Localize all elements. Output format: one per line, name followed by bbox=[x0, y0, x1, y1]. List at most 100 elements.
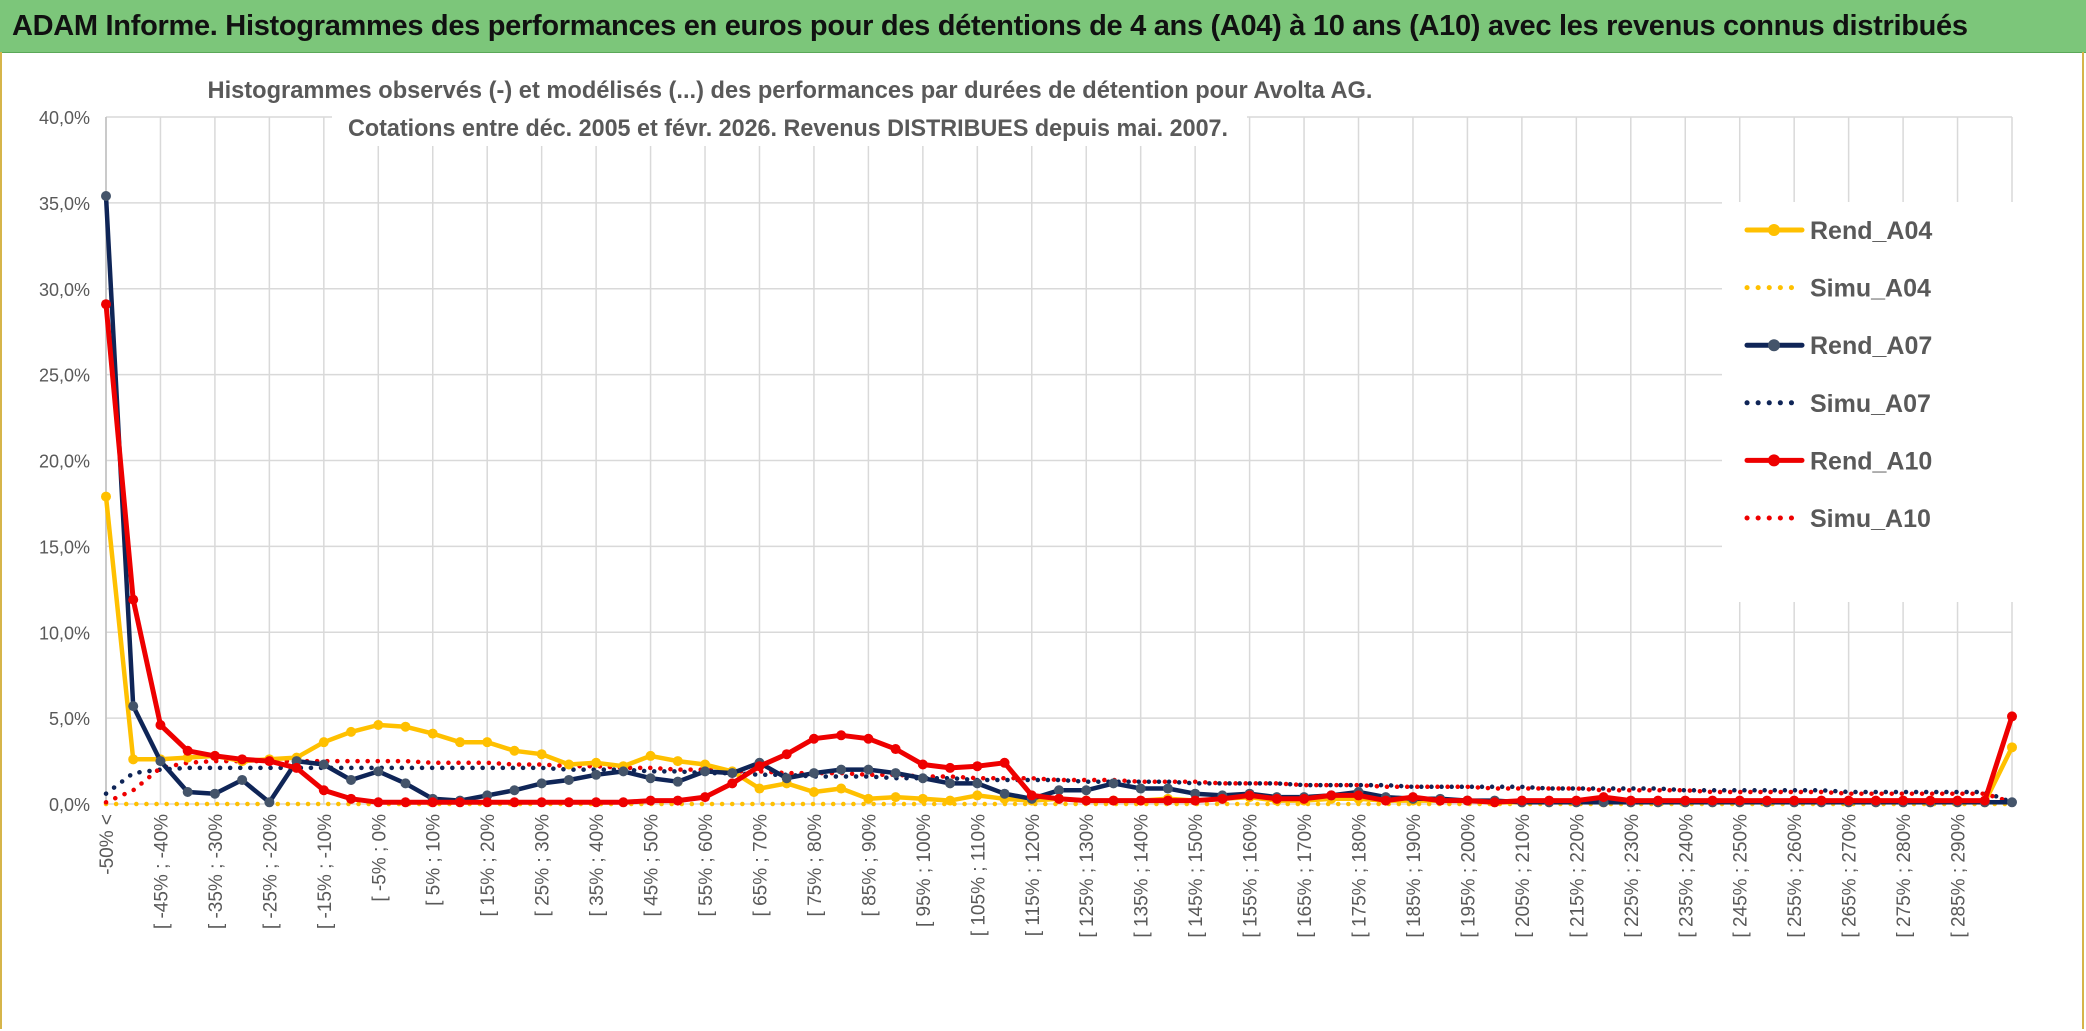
data-point-rend_a10 bbox=[1026, 790, 1037, 801]
data-point-rend_a10 bbox=[1462, 795, 1473, 806]
data-point-rend_a07 bbox=[1108, 778, 1119, 789]
data-point-rend_a10 bbox=[2007, 711, 2017, 722]
data-point-rend_a10 bbox=[1843, 795, 1854, 806]
data-point-rend_a07 bbox=[972, 778, 983, 789]
x-tick-label: [ -25% ; -20% bbox=[260, 814, 281, 929]
data-point-rend_a04 bbox=[672, 756, 683, 767]
data-point-rend_a07 bbox=[836, 764, 847, 775]
data-point-rend_a10 bbox=[1271, 793, 1282, 804]
data-point-rend_a07 bbox=[237, 774, 248, 785]
x-tick-label: [ 115% ; 120% bbox=[1023, 814, 1044, 936]
data-point-rend_a10 bbox=[890, 744, 901, 755]
data-point-rend_a10 bbox=[509, 797, 520, 808]
data-point-rend_a07 bbox=[101, 191, 111, 202]
data-point-rend_a07 bbox=[482, 790, 493, 801]
x-tick-label: [ 215% ; 220% bbox=[1567, 814, 1588, 938]
data-point-rend_a10 bbox=[1299, 793, 1310, 804]
data-point-rend_a10 bbox=[155, 719, 166, 730]
x-tick-label: [ 275% ; 280% bbox=[1894, 814, 1915, 938]
y-tick-label: 25,0% bbox=[39, 366, 90, 386]
data-point-rend_a04 bbox=[917, 793, 928, 804]
data-point-rend_a10 bbox=[482, 797, 493, 808]
data-point-rend_a10 bbox=[1135, 795, 1146, 806]
x-tick-label: [ 285% ; 290% bbox=[1949, 814, 1970, 938]
x-tick-label: [ 105% ; 110% bbox=[968, 814, 989, 936]
data-point-rend_a07 bbox=[264, 797, 275, 808]
x-tick-label: [ 65% ; 70% bbox=[750, 814, 771, 917]
data-point-rend_a10 bbox=[999, 757, 1010, 768]
data-point-rend_a04 bbox=[700, 759, 711, 770]
data-point-rend_a04 bbox=[128, 754, 139, 765]
x-tick-label: [ 245% ; 250% bbox=[1731, 814, 1752, 938]
data-point-rend_a07 bbox=[781, 773, 792, 784]
data-point-rend_a04 bbox=[2007, 742, 2017, 753]
data-point-rend_a10 bbox=[237, 754, 248, 765]
data-point-rend_a07 bbox=[128, 701, 139, 712]
data-point-rend_a04 bbox=[836, 783, 847, 794]
data-point-rend_a10 bbox=[291, 762, 302, 773]
chart-title: Histogrammes observés (-) et modélisés (… bbox=[202, 74, 1377, 146]
data-point-rend_a04 bbox=[591, 757, 602, 768]
data-point-rend_a10 bbox=[1108, 795, 1119, 806]
data-point-rend_a10 bbox=[182, 745, 193, 756]
x-tick-label: [ 135% ; 140% bbox=[1132, 814, 1153, 938]
data-point-rend_a10 bbox=[128, 594, 139, 605]
data-point-rend_a10 bbox=[536, 797, 547, 808]
data-point-rend_a07 bbox=[999, 788, 1010, 799]
x-tick-label: [ 35% ; 40% bbox=[587, 814, 608, 917]
data-point-rend_a10 bbox=[1870, 795, 1881, 806]
data-point-rend_a10 bbox=[1435, 795, 1446, 806]
title-line2-bg bbox=[332, 110, 1247, 146]
x-tick-label: [ -15% ; -10% bbox=[315, 814, 336, 929]
y-tick-label: 20,0% bbox=[39, 452, 90, 472]
data-point-rend_a10 bbox=[591, 797, 602, 808]
y-tick-label: 35,0% bbox=[39, 194, 90, 214]
data-point-rend_a10 bbox=[781, 749, 792, 760]
legend: Rend_A04 Simu_A04 Rend_A07 Simu_A07 Rend_A10… bbox=[1722, 202, 2022, 602]
data-point-rend_a07 bbox=[727, 768, 738, 779]
y-tick-label: 40,0% bbox=[39, 108, 90, 128]
data-point-rend_a04 bbox=[373, 719, 384, 730]
data-point-rend_a10 bbox=[1516, 795, 1527, 806]
data-point-rend_a04 bbox=[454, 737, 465, 748]
x-tick-label: [ 15% ; 20% bbox=[478, 814, 499, 917]
x-tick-label: [ 265% ; 270% bbox=[1840, 814, 1861, 938]
x-tick-label: [ 255% ; 260% bbox=[1785, 814, 1806, 938]
data-point-rend_a10 bbox=[645, 795, 656, 806]
report-header: ADAM Informe. Histogrammes des performan… bbox=[0, 0, 2086, 53]
data-point-rend_a10 bbox=[1625, 795, 1636, 806]
data-point-rend_a07 bbox=[1162, 783, 1173, 794]
data-point-rend_a10 bbox=[1789, 795, 1800, 806]
data-point-rend_a10 bbox=[1898, 795, 1909, 806]
x-tick-label: [ 205% ; 210% bbox=[1513, 814, 1534, 938]
data-point-rend_a10 bbox=[373, 797, 384, 808]
data-point-rend_a04 bbox=[863, 793, 874, 804]
x-tick-label: [ 145% ; 150% bbox=[1186, 814, 1207, 938]
data-point-rend_a04 bbox=[346, 726, 357, 737]
data-point-rend_a10 bbox=[209, 750, 220, 761]
data-point-rend_a07 bbox=[618, 766, 629, 777]
legend-background bbox=[1722, 202, 2022, 602]
x-tick-label: [ 95% ; 100% bbox=[914, 814, 935, 927]
data-point-rend_a10 bbox=[1217, 793, 1228, 804]
title-line1-bg bbox=[202, 74, 1377, 108]
data-point-rend_a04 bbox=[101, 491, 111, 502]
data-point-rend_a07 bbox=[509, 785, 520, 796]
data-point-rend_a10 bbox=[1734, 795, 1745, 806]
data-point-rend_a07 bbox=[563, 774, 574, 785]
series-lines bbox=[101, 191, 2017, 808]
x-tick-label: [ 75% ; 80% bbox=[805, 814, 826, 917]
data-point-rend_a10 bbox=[563, 797, 574, 808]
data-point-rend_a07 bbox=[318, 759, 329, 770]
data-point-rend_a04 bbox=[808, 786, 819, 797]
data-point-rend_a10 bbox=[945, 762, 956, 773]
x-tick-label: [ 185% ; 190% bbox=[1404, 814, 1425, 938]
legend-label-rend_a07: Rend_A07 bbox=[1810, 332, 1932, 360]
data-point-rend_a10 bbox=[1598, 792, 1609, 803]
data-point-rend_a10 bbox=[808, 733, 819, 744]
series-line-simu_a07 bbox=[103, 765, 2015, 805]
data-point-rend_a10 bbox=[972, 761, 983, 772]
x-tick-label: [ 85% ; 90% bbox=[859, 814, 880, 917]
data-point-rend_a07 bbox=[400, 778, 411, 789]
legend-label-rend_a10: Rend_A10 bbox=[1810, 447, 1932, 475]
